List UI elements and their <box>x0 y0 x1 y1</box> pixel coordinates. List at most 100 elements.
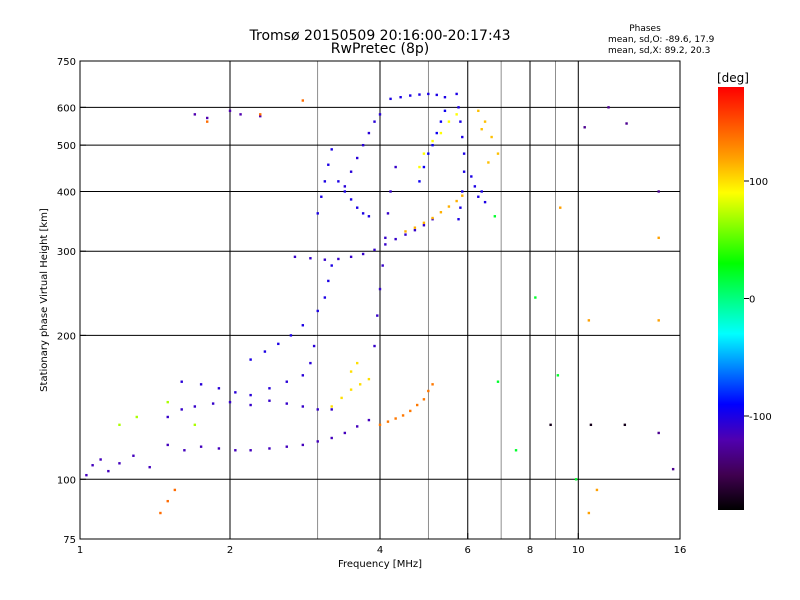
data-point <box>378 423 382 427</box>
data-point <box>180 380 183 383</box>
data-point <box>559 206 562 209</box>
data-point <box>312 344 316 348</box>
data-point <box>234 391 237 394</box>
data-point <box>404 230 407 233</box>
x-tick-label: 8 <box>527 545 533 556</box>
colorbar-tick-label: -100 <box>749 412 772 423</box>
data-point <box>309 361 312 365</box>
data-point <box>355 156 359 160</box>
data-point <box>285 380 288 383</box>
data-point <box>349 170 353 173</box>
data-point <box>349 198 353 201</box>
x-tick-label: 4 <box>377 545 383 556</box>
data-point <box>623 423 627 427</box>
data-point <box>166 415 169 419</box>
data-point <box>285 445 288 448</box>
data-point <box>457 106 460 109</box>
data-point <box>470 175 473 178</box>
y-tick-label: 300 <box>57 247 76 258</box>
y-tick-label: 100 <box>57 475 76 486</box>
data-point <box>301 324 305 327</box>
data-point <box>483 120 487 123</box>
data-point <box>199 383 203 386</box>
data-point <box>340 396 343 400</box>
data-point <box>166 400 169 404</box>
data-point <box>409 409 412 413</box>
data-point <box>422 152 426 155</box>
data-point <box>349 388 353 391</box>
chart-subtitle: RwPretec (8p) <box>331 41 429 57</box>
data-point <box>301 99 305 102</box>
data-point <box>211 402 215 405</box>
data-point <box>422 165 426 169</box>
data-point <box>443 95 447 99</box>
data-point <box>418 180 421 183</box>
data-point <box>431 216 434 220</box>
x-axis: 1 2 4 6 8 10 16 <box>77 533 687 556</box>
data-point <box>268 387 271 390</box>
data-point <box>431 383 434 386</box>
colorbar-ticks: 100 0 -100 <box>744 177 772 423</box>
data-point <box>477 195 480 198</box>
data-point <box>447 120 451 123</box>
data-point <box>595 488 599 492</box>
data-point <box>355 361 359 365</box>
data-point <box>443 109 447 113</box>
data-point <box>166 443 169 447</box>
data-point <box>427 92 430 96</box>
data-point <box>394 417 397 420</box>
data-point <box>361 212 365 215</box>
data-point <box>657 431 660 435</box>
data-point <box>323 296 327 299</box>
data-point <box>549 423 552 427</box>
data-point <box>99 458 102 461</box>
data-point <box>249 449 252 452</box>
data-point <box>461 194 464 197</box>
data-point <box>330 148 333 151</box>
data-point <box>493 215 497 218</box>
data-point <box>330 264 333 267</box>
data-point <box>118 423 121 427</box>
data-point <box>337 257 340 261</box>
data-point <box>316 440 319 443</box>
data-point <box>657 236 660 240</box>
x-tick-label: 16 <box>674 545 687 556</box>
y-tick-label: 750 <box>57 57 76 68</box>
data-point <box>439 120 443 123</box>
data-point <box>277 342 280 346</box>
data-point <box>394 237 397 241</box>
data-point <box>373 248 376 252</box>
data-point <box>490 135 493 139</box>
data-point <box>373 120 376 123</box>
data-point <box>389 97 392 101</box>
data-point <box>132 454 135 457</box>
data-point <box>316 309 319 313</box>
data-point <box>439 131 443 135</box>
data-point <box>514 449 518 452</box>
data-point <box>473 185 477 188</box>
data-point <box>367 377 371 381</box>
y-axis: 75 100 200 300 400 500 600 750 <box>57 57 86 546</box>
data-point <box>583 126 586 129</box>
data-point <box>118 462 121 465</box>
data-point <box>228 400 232 404</box>
data-point <box>413 228 417 232</box>
data-point <box>607 106 610 109</box>
data-point <box>384 236 387 240</box>
data-point <box>343 185 347 188</box>
data-point <box>285 402 288 405</box>
data-point <box>180 408 183 411</box>
data-point <box>386 212 390 215</box>
data-point <box>330 436 333 440</box>
data-point <box>367 215 371 218</box>
data-point <box>173 488 177 492</box>
data-point <box>427 152 430 155</box>
data-point <box>259 114 262 118</box>
data-point <box>418 165 421 169</box>
data-point <box>327 163 330 166</box>
y-tick-label: 600 <box>57 103 76 114</box>
data-point <box>399 95 402 99</box>
data-point <box>431 143 434 147</box>
data-point <box>361 252 365 256</box>
data-point <box>107 469 110 473</box>
